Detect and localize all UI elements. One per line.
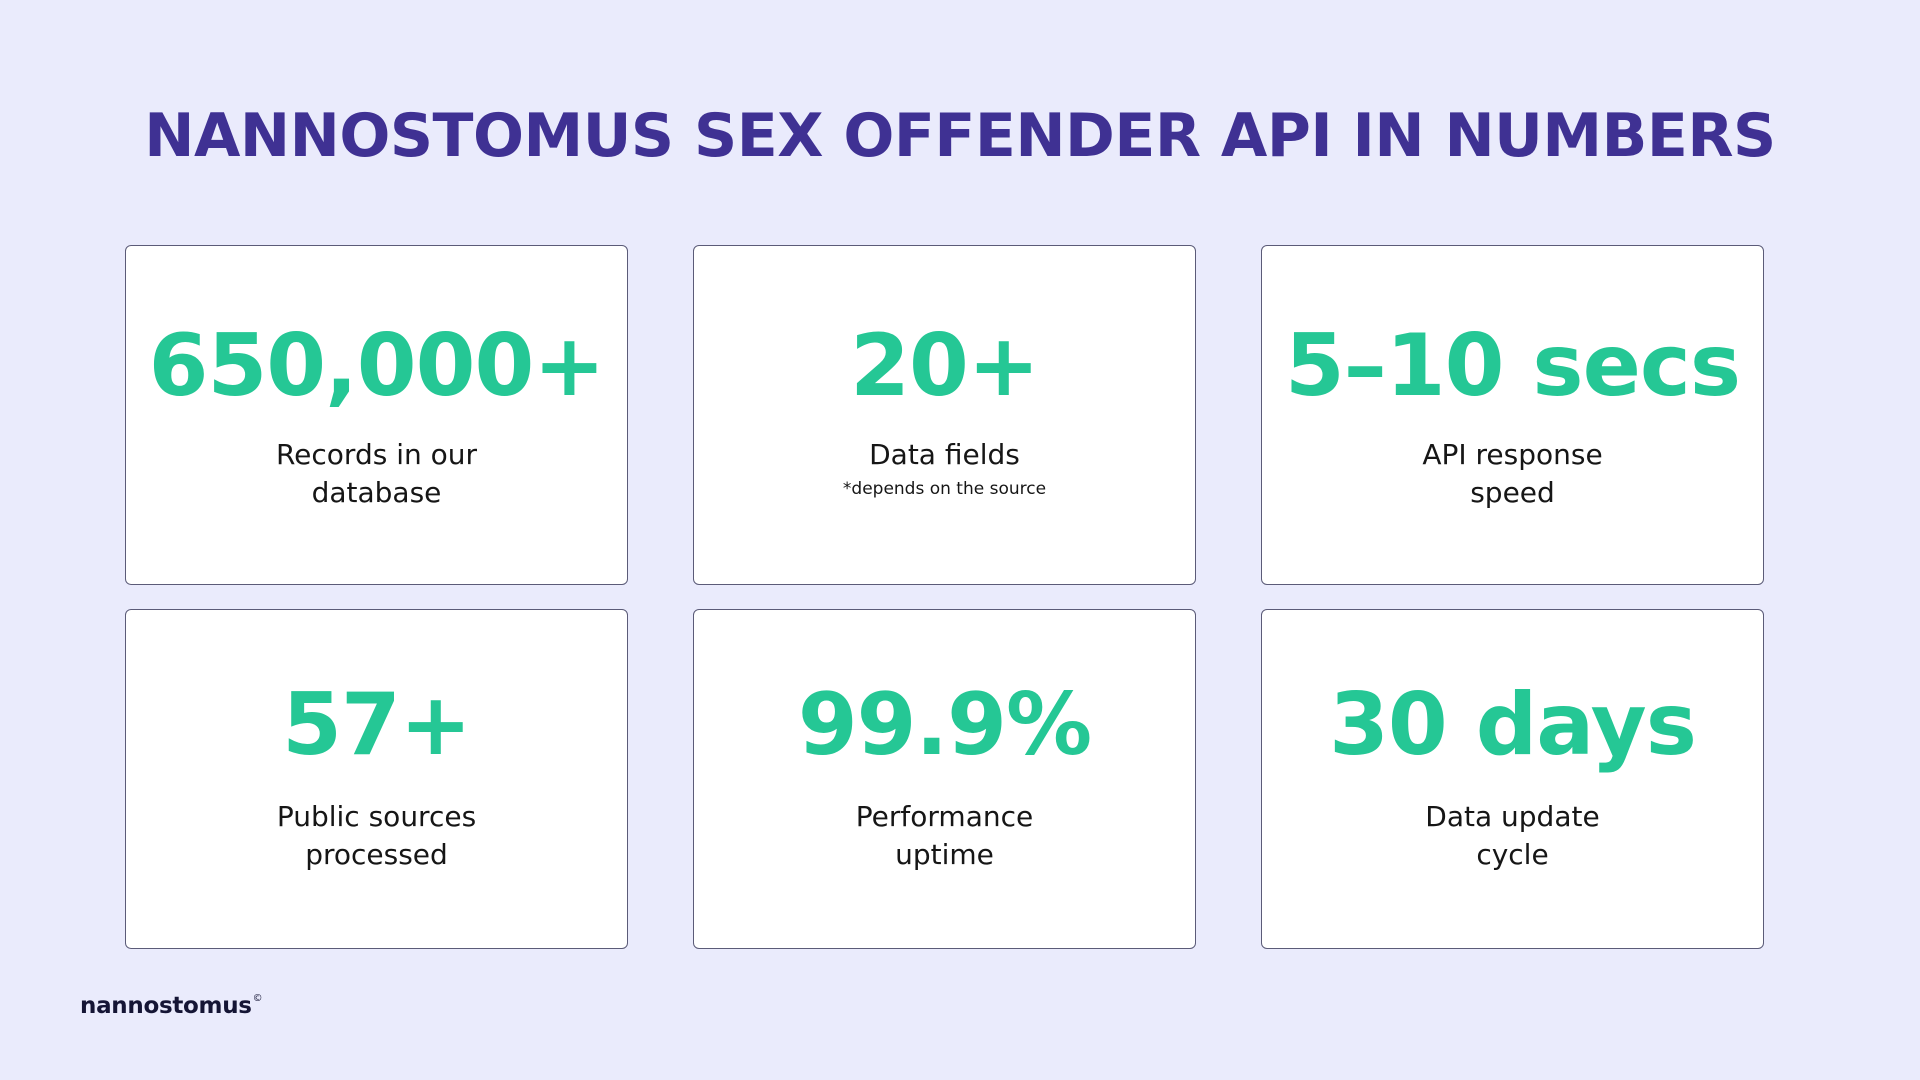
stat-label-line: Data update [1425,800,1600,833]
stat-card-records: 650,000+ Records in our database [125,245,628,585]
stat-note: *depends on the source [842,479,1047,499]
page-title: NANNOSTOMUS SEX OFFENDER API IN NUMBERS [144,101,1776,171]
brand-logo-text: nannostomus [80,993,252,1019]
brand-logo-mark: © [252,993,263,1004]
stat-value: 650,000+ [148,316,606,416]
stats-grid: 650,000+ Records in our database 20+ Dat… [125,245,1765,949]
stat-card-data-fields: 20+ Data fields *depends on the source [693,245,1196,585]
stat-label-line: Public sources [276,800,477,833]
stat-value: 57+ [282,675,472,775]
stat-label: Data fields [754,436,1135,474]
stat-card-public-sources: 57+ Public sources processed [125,609,628,949]
stat-label-line: uptime [895,838,994,871]
stat-label-line: API response [1422,438,1603,471]
stat-label-line: Records in our [275,438,478,471]
stat-label-line: database [311,476,442,509]
stat-card-uptime: 99.9% Performance uptime [693,609,1196,949]
stat-value: 99.9% [797,675,1092,775]
stat-value: 20+ [850,316,1040,416]
stat-label-line: Data fields [869,438,1020,471]
stat-label-line: processed [305,838,448,871]
stat-label: Data update cycle [1322,798,1703,874]
stat-label: Public sources processed [186,798,567,874]
stat-label: Records in our database [186,436,567,512]
stat-label-line: Performance [855,800,1034,833]
stat-card-update-cycle: 30 days Data update cycle [1261,609,1764,949]
stat-card-response-speed: 5–10 secs API response speed [1261,245,1764,585]
stat-value: 30 days [1329,675,1697,775]
stat-value: 5–10 secs [1284,316,1741,416]
brand-logo: nannostomus© [80,985,263,1020]
stat-label: API response speed [1322,436,1703,512]
stat-label-line: speed [1470,476,1555,509]
stat-label-line: cycle [1476,838,1549,871]
stat-label: Performance uptime [754,798,1135,874]
